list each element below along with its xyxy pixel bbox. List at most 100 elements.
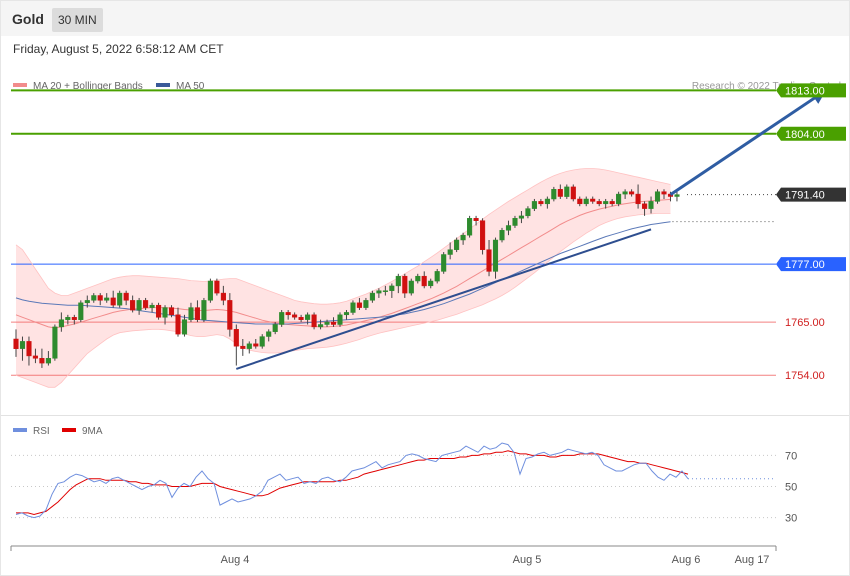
candle-body <box>97 295 103 301</box>
ma50-swatch <box>156 83 170 88</box>
candle <box>162 305 168 325</box>
candle-body <box>557 189 563 197</box>
candle <box>648 196 654 214</box>
candle-body <box>356 302 362 308</box>
candle <box>58 312 64 332</box>
x-tick-aug-5: Aug 5 <box>513 554 542 566</box>
x-tick-aug-6: Aug 6 <box>672 554 701 566</box>
candle-body <box>434 271 440 282</box>
candle <box>661 189 667 199</box>
candle-body <box>616 193 622 205</box>
chart-datetime: Friday, August 5, 2022 6:58:12 AM CET <box>13 42 224 56</box>
candle-body <box>389 285 395 291</box>
candle <box>78 300 84 323</box>
bollinger-band <box>16 168 671 388</box>
candle-body <box>382 290 388 292</box>
candle <box>84 295 90 308</box>
candle <box>363 297 369 311</box>
candle-body <box>473 218 479 221</box>
candle-body <box>622 191 628 195</box>
candle <box>311 312 317 330</box>
candle <box>39 348 45 368</box>
candle <box>220 285 226 306</box>
candle-body <box>330 321 337 325</box>
candle-body <box>227 300 233 330</box>
candle <box>110 290 116 308</box>
candle-body <box>84 300 90 304</box>
candle <box>564 184 570 199</box>
candle <box>395 273 401 294</box>
candle-body <box>52 326 58 359</box>
candle-body <box>395 275 401 287</box>
candle-body <box>363 300 369 308</box>
candle-body <box>661 191 667 195</box>
candle <box>616 191 622 207</box>
projection-arrow-shaft <box>669 89 827 196</box>
candle-body <box>441 254 447 272</box>
candle <box>603 198 609 209</box>
candle <box>253 338 259 349</box>
candle-body <box>570 186 576 200</box>
candle-body <box>337 314 343 325</box>
level-tag-1813.00 <box>776 83 846 98</box>
ma20-line <box>15 198 671 329</box>
candle-body <box>324 321 330 325</box>
candle <box>350 300 356 315</box>
candle <box>207 278 213 303</box>
candle <box>629 189 635 197</box>
candle <box>227 293 233 337</box>
candle-body <box>486 249 492 272</box>
candle <box>330 317 337 327</box>
ma20-swatch <box>13 83 27 88</box>
candle <box>91 293 97 303</box>
candle <box>622 189 628 199</box>
candle <box>272 322 278 335</box>
candle-body <box>207 280 213 301</box>
candle <box>266 329 272 342</box>
candle <box>13 329 19 357</box>
ma50-line <box>15 221 671 325</box>
candle-body <box>402 275 408 294</box>
support-trendline <box>236 228 652 370</box>
candle-body <box>65 317 71 320</box>
candle <box>447 242 453 260</box>
candle-body <box>156 304 162 318</box>
candle <box>415 273 421 284</box>
level-label-1791.40: 1791.40 <box>785 190 825 202</box>
candle <box>194 300 200 323</box>
candle <box>518 211 524 224</box>
candle <box>156 302 162 320</box>
candle-body <box>149 304 155 308</box>
legend-rsi-ma: 9MA <box>62 426 103 437</box>
candle-body <box>343 312 350 316</box>
candle <box>240 338 246 356</box>
candle <box>298 314 304 323</box>
candle <box>26 336 32 366</box>
candle-body <box>577 198 583 205</box>
candle-body <box>26 341 32 357</box>
candle <box>609 198 615 207</box>
candle-body <box>240 345 246 349</box>
x-tick-aug-17: Aug 17 <box>735 554 770 566</box>
candle-body <box>603 201 609 205</box>
candle-body <box>168 307 175 316</box>
candle-body <box>162 307 168 318</box>
candle <box>544 196 550 209</box>
candle-body <box>654 191 661 202</box>
bb-lower-line <box>15 212 671 388</box>
candle <box>188 302 194 323</box>
candle-body <box>188 307 194 320</box>
interval-button[interactable]: 30 MIN <box>52 8 103 32</box>
candle <box>356 297 362 311</box>
candle-body <box>467 218 473 236</box>
candle <box>402 273 408 298</box>
candle-body <box>415 275 421 282</box>
candle-body <box>454 239 460 250</box>
rsi-tick-70: 70 <box>785 450 797 462</box>
candle-body <box>311 314 317 328</box>
candle <box>454 237 460 253</box>
candle-body <box>596 201 602 205</box>
legend-ma20: MA 20 + Bollinger Bands <box>13 81 143 92</box>
candle <box>214 278 220 296</box>
